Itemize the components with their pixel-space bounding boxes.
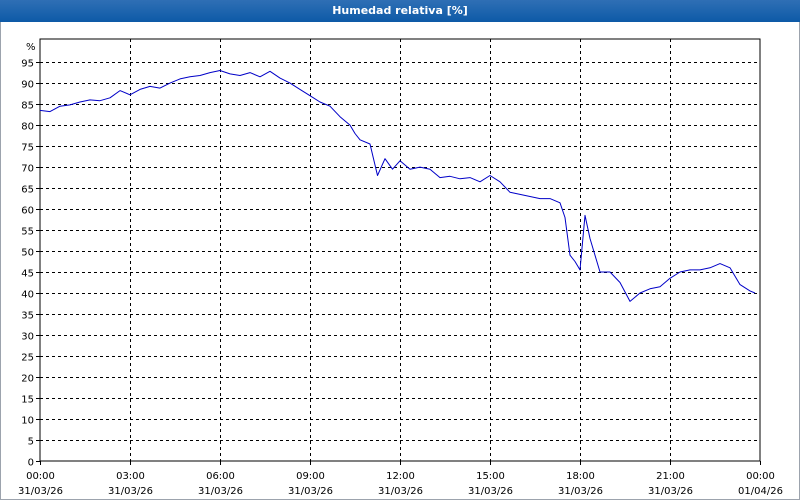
y-tick-label: 35 [21,311,34,322]
x-tick-time-label: 21:00 [656,471,685,482]
x-tick-date-label: 31/03/26 [198,486,243,497]
x-tick-time-label: 03:00 [116,471,145,482]
x-tick-time-label: 00:00 [26,471,55,482]
y-tick-label: 0 [28,458,34,469]
y-tick-label: 70 [21,164,34,175]
x-tick-date-label: 31/03/26 [378,486,423,497]
y-tick-label: 40 [21,290,34,301]
y-tick-label: 85 [21,101,34,112]
y-tick-label: 50 [21,248,34,259]
y-tick-label: 5 [28,437,34,448]
x-tick-time-label: 00:00 [746,471,775,482]
y-tick-label: 10 [21,416,34,427]
chart-title: Humedad relativa [%] [0,0,800,22]
x-tick-date-label: 31/03/26 [468,486,513,497]
x-tick-date-label: 01/04/26 [738,486,783,497]
y-tick-label: 55 [21,227,34,238]
axis-labels: % 0 5 10 15 20 25 30 35 40 45 50 55 60 65 70 75 80 85 90 95… [18,42,783,497]
y-tick-label: 15 [21,395,34,406]
x-tick-time-label: 09:00 [296,471,325,482]
y-tick-label: 65 [21,185,34,196]
grid [36,39,761,465]
series-layer [39,70,756,302]
x-tick-date-label: 31/03/26 [558,486,603,497]
y-tick-label: 45 [21,269,34,280]
humidity-series-line [39,70,756,302]
x-tick-time-label: 06:00 [206,471,235,482]
x-tick-time-label: 12:00 [386,471,415,482]
x-tick-time-label: 15:00 [476,471,505,482]
y-tick-label: 95 [21,59,34,70]
y-tick-label: 80 [21,122,34,133]
y-tick-label: 30 [21,332,34,343]
x-tick-date-label: 31/03/26 [18,486,63,497]
x-tick-date-label: 31/03/26 [108,486,153,497]
y-tick-label: 75 [21,143,34,154]
y-tick-label: 90 [21,80,34,91]
x-tick-time-label: 18:00 [566,471,595,482]
y-tick-label: 25 [21,353,34,364]
y-axis-unit-label: % [26,42,36,53]
x-tick-date-label: 31/03/26 [648,486,693,497]
y-tick-label: 60 [21,206,34,217]
x-tick-date-label: 31/03/26 [288,486,333,497]
y-tick-label: 20 [21,374,34,385]
